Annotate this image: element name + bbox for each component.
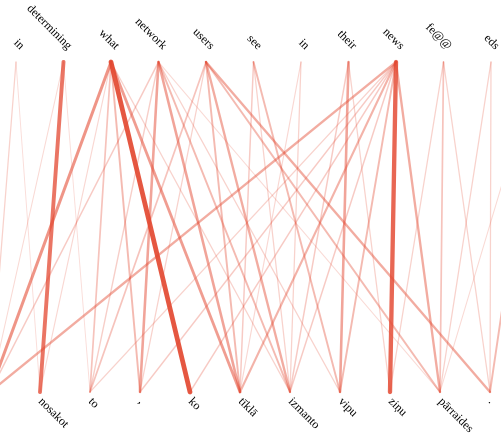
source-token: news xyxy=(380,25,408,53)
attention-edge xyxy=(89,61,160,393)
source-token: fe@@ xyxy=(423,20,455,52)
attention-edge xyxy=(0,60,113,370)
attention-edge xyxy=(387,59,399,395)
attention-edge xyxy=(89,61,397,393)
attention-edge xyxy=(439,185,501,393)
attention-edge xyxy=(389,61,445,393)
target-token: pārraides xyxy=(436,394,477,435)
source-token: eds xyxy=(482,31,501,52)
source-token: in xyxy=(296,36,313,53)
attention-edge xyxy=(110,61,141,393)
attention-edge xyxy=(489,310,501,393)
attention-edge xyxy=(205,61,241,393)
attention-edge xyxy=(489,61,492,393)
source-token: determining xyxy=(24,1,75,52)
attention-edge xyxy=(439,61,445,393)
attention-edge xyxy=(347,61,391,393)
attention-edge xyxy=(204,60,292,394)
attention-edge xyxy=(289,61,350,393)
source-token: see xyxy=(245,31,266,52)
attention-edge xyxy=(442,61,491,393)
attention-edge xyxy=(289,61,302,393)
attention-edge xyxy=(239,61,302,393)
attention-edge xyxy=(205,61,441,393)
attention-edge xyxy=(89,61,207,393)
attention-edge xyxy=(238,60,398,394)
attention-edge xyxy=(0,60,398,386)
target-token-labels: nosakot to, ko tīklā izmanto vipu ziņu pārraide… xyxy=(36,394,498,435)
attention-edges xyxy=(0,59,501,395)
attention-edge xyxy=(189,61,397,393)
attention-edge xyxy=(89,61,112,393)
target-token: , xyxy=(136,394,148,406)
attention-edge xyxy=(139,61,397,393)
attention-edge xyxy=(338,60,350,394)
attention-edge xyxy=(157,61,291,393)
source-token: in xyxy=(11,36,28,53)
target-token: ko xyxy=(186,394,204,412)
attention-edge xyxy=(157,61,341,393)
target-token: ziņu xyxy=(386,394,411,419)
attention-edge xyxy=(0,61,65,350)
attention-edge xyxy=(239,61,255,393)
target-token: vipu xyxy=(336,394,361,419)
source-token: their xyxy=(335,27,360,52)
source-token: users xyxy=(190,25,218,53)
attention-edge xyxy=(439,61,492,393)
attention-edge xyxy=(252,61,341,393)
target-token: izmanto xyxy=(286,394,323,431)
attention-edge xyxy=(204,60,492,394)
attention-edge xyxy=(339,61,397,393)
attention-edge xyxy=(109,60,242,394)
source-token: network xyxy=(133,14,171,52)
target-token: tīklā xyxy=(236,394,261,419)
target-token: nosakot xyxy=(36,394,73,431)
attention-edge xyxy=(157,60,242,394)
attention-edge xyxy=(394,60,442,394)
attention-edge xyxy=(252,61,291,393)
attention-edge xyxy=(0,61,160,375)
attention-edge xyxy=(139,61,207,393)
attention-edge xyxy=(289,61,397,393)
source-token: what xyxy=(96,26,123,53)
attention-edge xyxy=(63,61,91,393)
target-token: to xyxy=(86,394,103,411)
attention-edge xyxy=(138,60,160,394)
attention-edge xyxy=(15,61,41,393)
target-token: . xyxy=(486,394,498,406)
attention-edge xyxy=(0,61,17,274)
attention-edge xyxy=(39,61,112,393)
